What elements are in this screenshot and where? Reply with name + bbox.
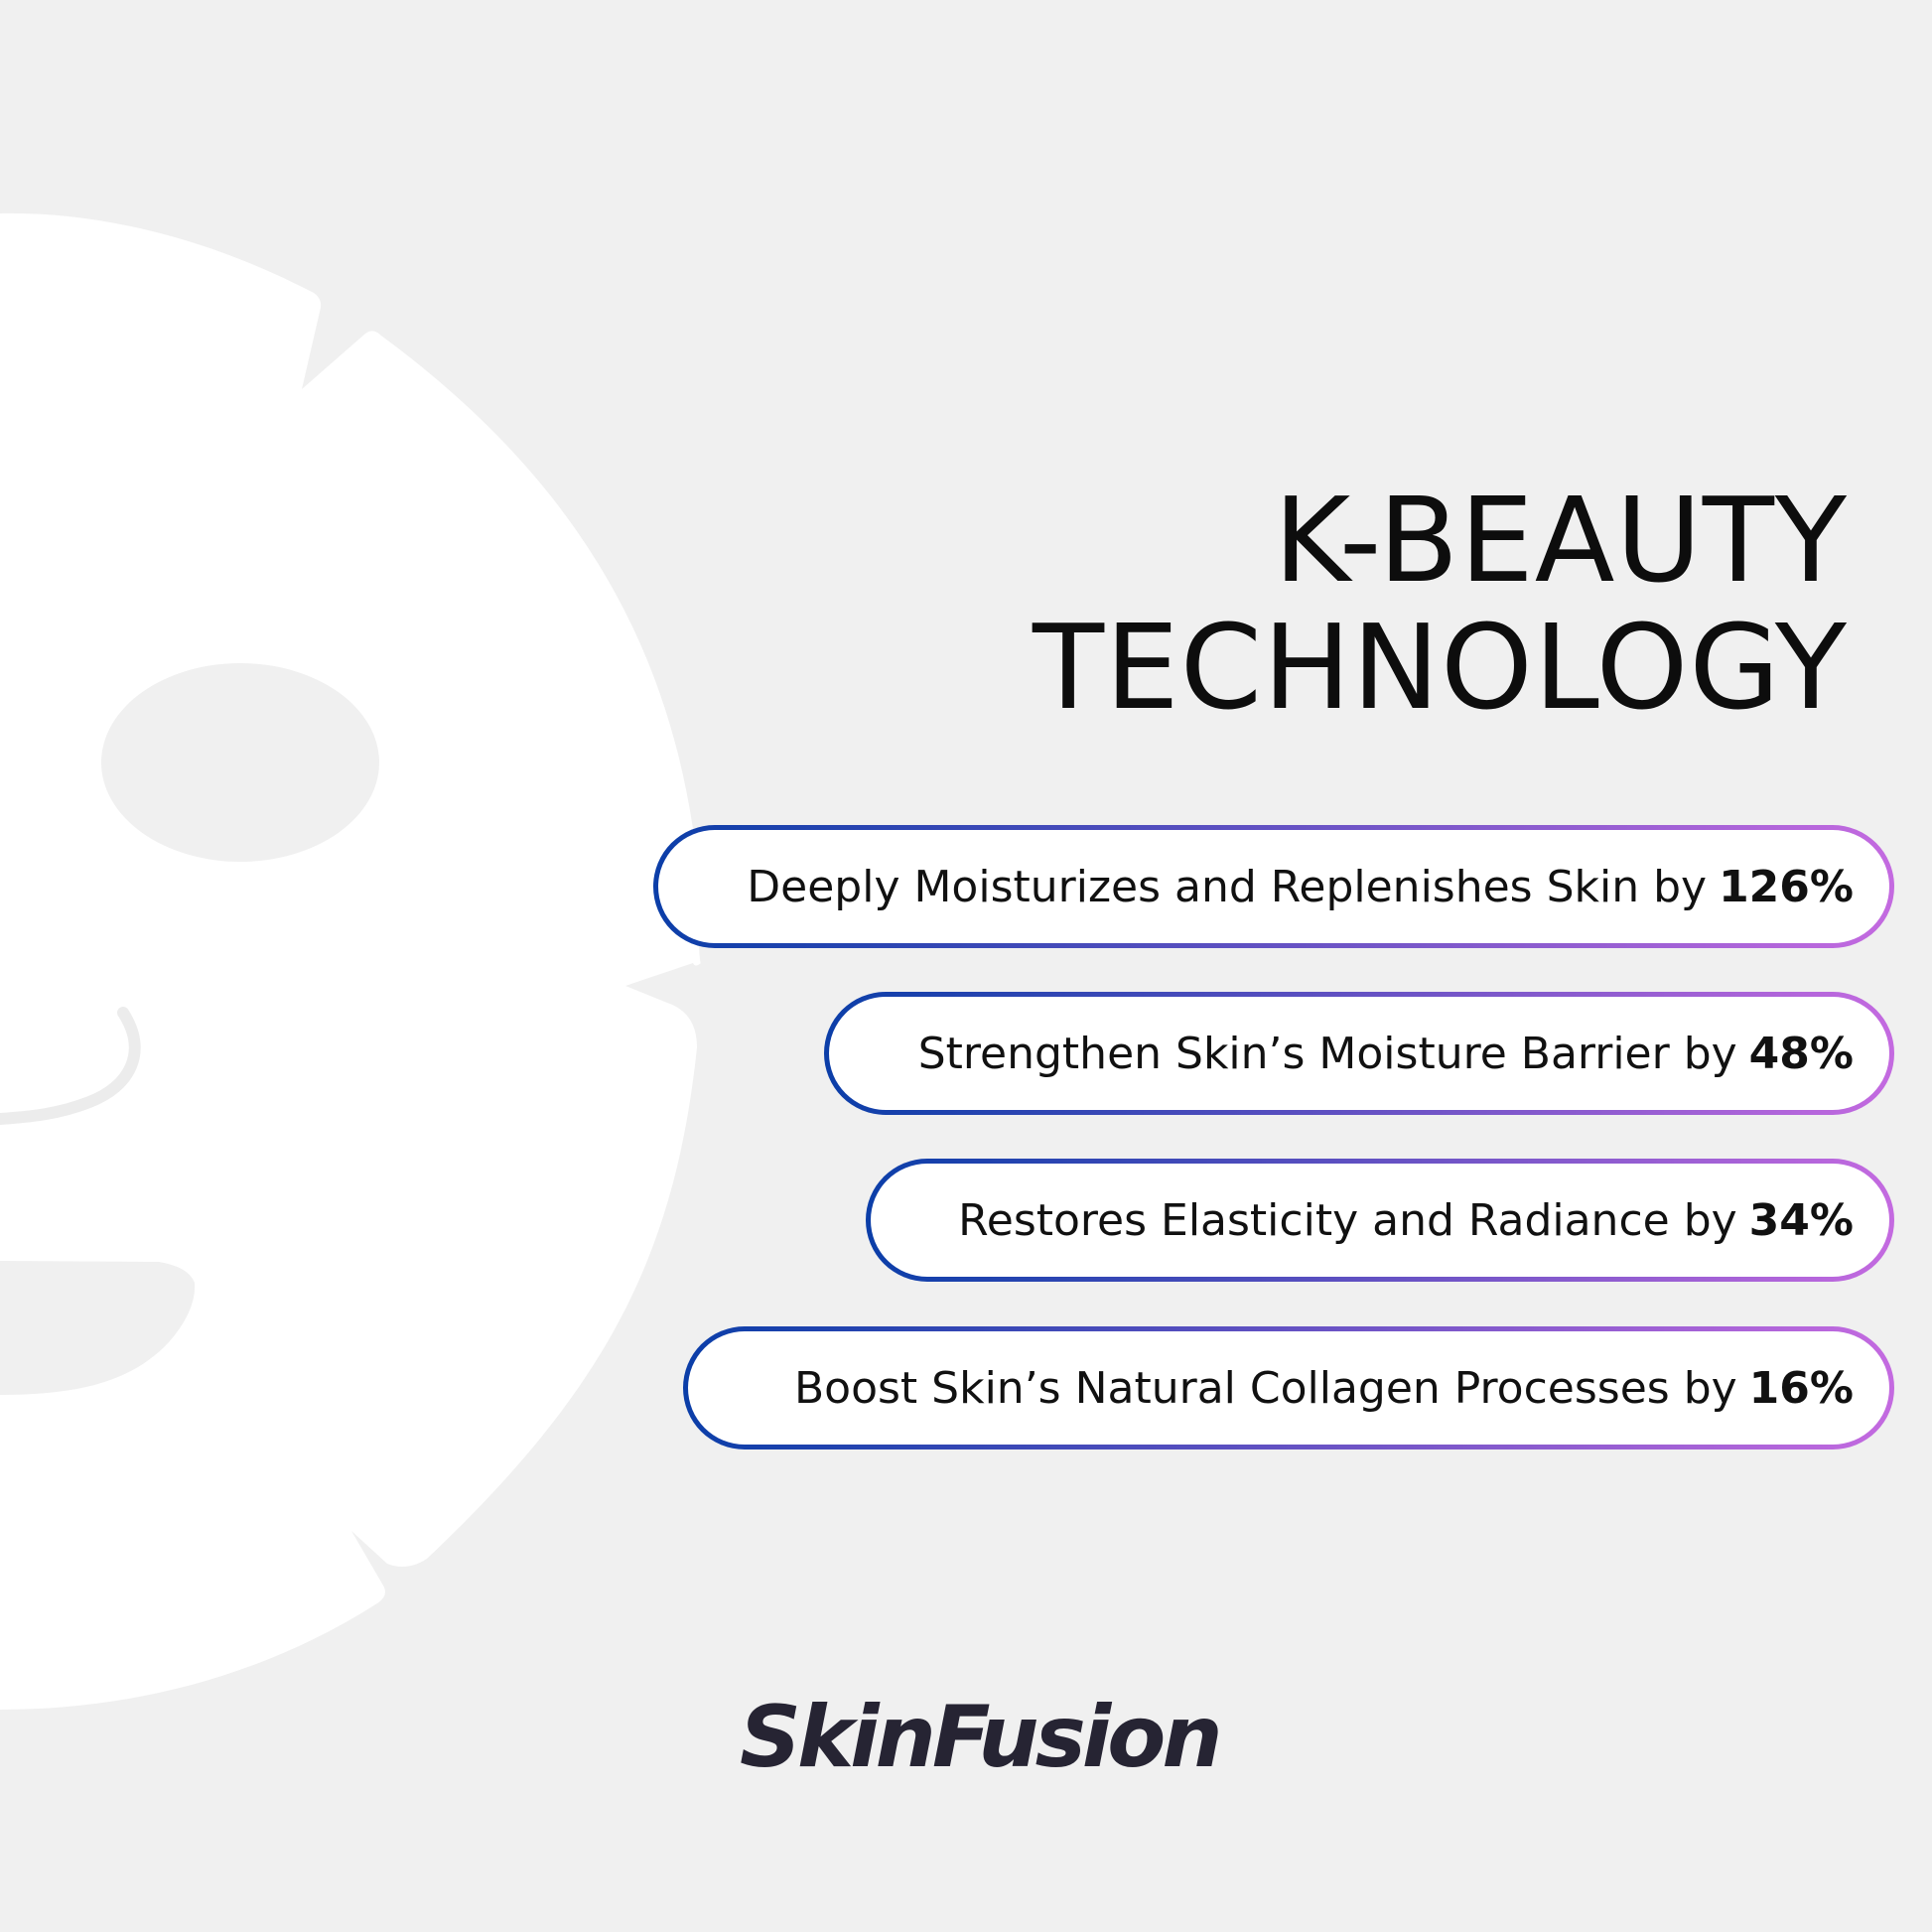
- brand-logo: SkinFusion: [740, 1688, 1223, 1787]
- benefit-label: Deeply Moisturizes and Replenishes Skin …: [747, 861, 1708, 912]
- benefit-pill-barrier: Strengthen Skin’s Moisture Barrier by 48…: [824, 992, 1894, 1115]
- benefit-percentage: 34%: [1748, 1194, 1854, 1246]
- benefit-pill-moisturize: Deeply Moisturizes and Replenishes Skin …: [653, 825, 1894, 948]
- benefit-percentage: 126%: [1719, 861, 1854, 912]
- benefit-label: Restores Elasticity and Radiance by: [958, 1194, 1737, 1246]
- page-title-line-1: K-BEAUTY: [1273, 472, 1848, 609]
- benefit-label: Boost Skin’s Natural Collagen Processes …: [793, 1362, 1737, 1414]
- benefit-percentage: 16%: [1748, 1362, 1854, 1414]
- benefit-pill-elasticity: Restores Elasticity and Radiance by 34%: [866, 1159, 1894, 1282]
- benefit-percentage: 48%: [1748, 1028, 1854, 1079]
- page-title-line-2: TECHNOLOGY: [1033, 599, 1848, 736]
- benefit-label: Strengthen Skin’s Moisture Barrier by: [917, 1028, 1737, 1079]
- page-title: K-BEAUTY TECHNOLOGY: [1033, 477, 1848, 731]
- benefit-pill-collagen: Boost Skin’s Natural Collagen Processes …: [683, 1326, 1894, 1449]
